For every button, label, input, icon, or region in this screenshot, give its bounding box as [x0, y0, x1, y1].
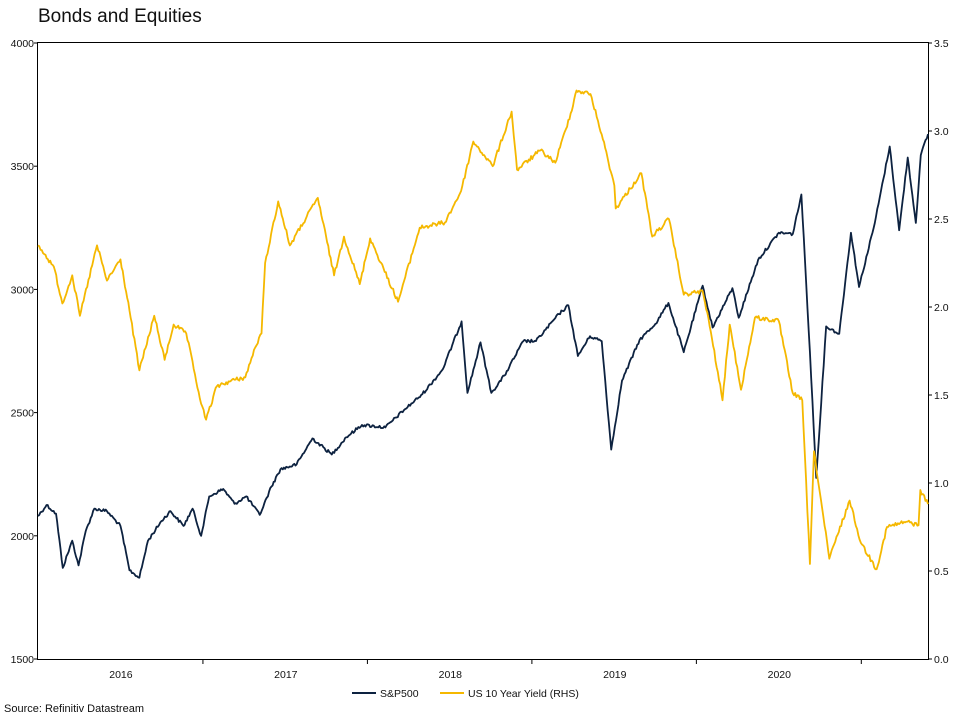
x-axis-tick-label: 2020 — [768, 669, 792, 681]
x-axis-tick-label: 2016 — [109, 669, 133, 681]
right-axis-tick-label: 3.0 — [934, 126, 949, 138]
plot-frame — [37, 42, 929, 660]
legend-sp500-label: S&P500 — [380, 688, 419, 700]
source-note: Source: Refinitiv Datastream — [4, 703, 144, 715]
right-axis-tick-label: 2.5 — [934, 214, 949, 226]
left-axis-tick-label: 2500 — [11, 408, 35, 420]
legend-us10y-label: US 10 Year Yield (RHS) — [468, 688, 579, 700]
series-layer — [37, 89, 929, 579]
x-axis: 2016 2017 2018 2019 2020 — [109, 659, 862, 681]
x-axis-tick-label: 2017 — [274, 669, 298, 681]
left-axis: 1500 2000 2500 3000 3500 4000 — [11, 38, 38, 666]
left-axis-tick-label: 1500 — [11, 654, 35, 666]
x-axis-tick-label: 2019 — [603, 669, 627, 681]
right-axis-tick-label: 0.5 — [934, 566, 949, 578]
right-axis-tick-label: 1.0 — [934, 478, 949, 490]
left-axis-tick-label: 3500 — [11, 161, 35, 173]
right-axis-tick-label: 2.0 — [934, 302, 949, 314]
chart-title: Bonds and Equities — [38, 6, 202, 27]
legend: S&P500 US 10 Year Yield (RHS) — [352, 688, 579, 700]
x-axis-tick-label: 2018 — [439, 669, 463, 681]
right-axis: 0.0 0.5 1.0 1.5 2.0 2.5 3.0 3.5 — [928, 38, 949, 666]
left-axis-tick-label: 3000 — [11, 284, 35, 296]
right-axis-tick-label: 3.5 — [934, 38, 949, 50]
sp500-line — [37, 133, 929, 579]
left-axis-tick-label: 2000 — [11, 531, 35, 543]
right-axis-tick-label: 0.0 — [934, 654, 949, 666]
right-axis-tick-label: 1.5 — [934, 390, 949, 402]
us10y-yield-line — [37, 89, 929, 571]
left-axis-tick-label: 4000 — [11, 38, 35, 50]
